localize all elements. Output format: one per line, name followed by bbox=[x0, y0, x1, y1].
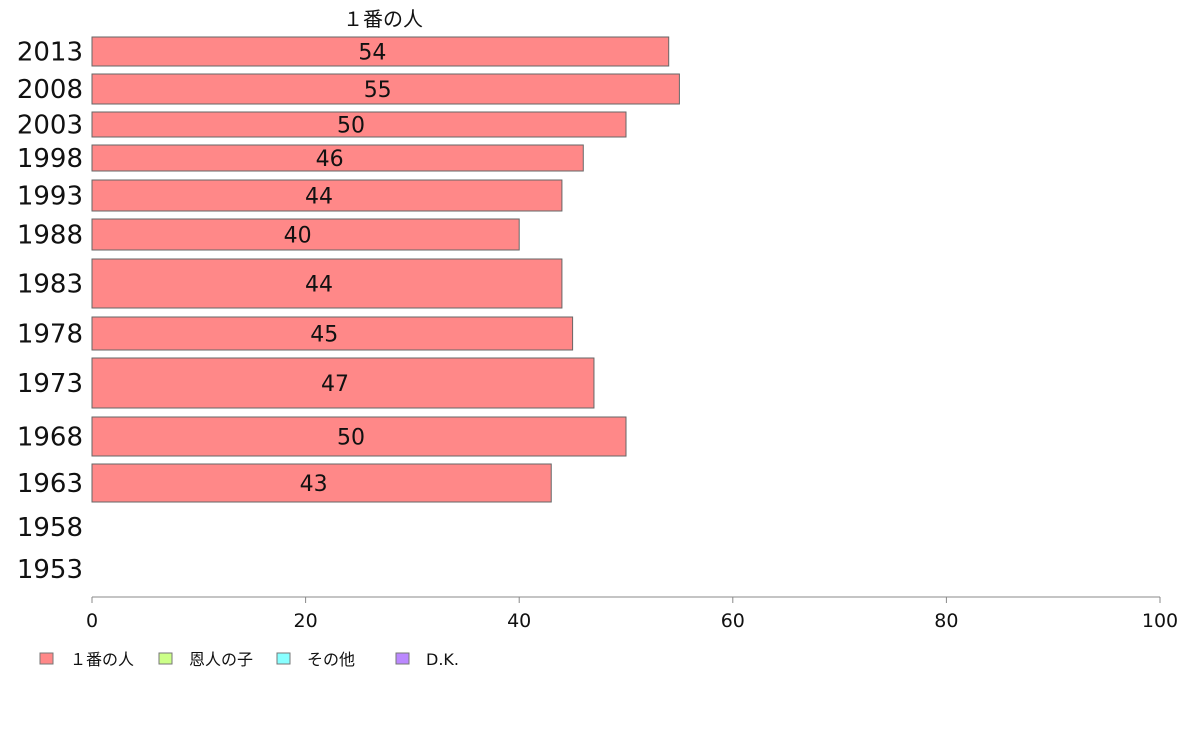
y-tick-label: 2008 bbox=[17, 75, 83, 105]
x-axis: 0 20 40 60 80 100 bbox=[86, 596, 1178, 632]
y-tick-label: 1958 bbox=[17, 513, 83, 543]
bar-2008 bbox=[91, 73, 680, 105]
x-tick-label: 100 bbox=[1142, 610, 1178, 632]
bar-1993 bbox=[91, 179, 563, 212]
y-tick-label: 1988 bbox=[17, 221, 83, 251]
y-tick-label: 1993 bbox=[17, 182, 83, 212]
bar-value-label: 43 bbox=[300, 472, 328, 497]
bar-2013 bbox=[91, 36, 670, 67]
bar-value-label: 50 bbox=[337, 114, 365, 139]
bar-1998 bbox=[91, 144, 584, 172]
y-tick-label: 1968 bbox=[17, 423, 83, 453]
y-tick-label: 1963 bbox=[17, 469, 83, 499]
y-tick-label: 2013 bbox=[17, 38, 83, 68]
legend-label: D.K. bbox=[426, 650, 459, 669]
legend-swatch bbox=[158, 652, 173, 665]
x-tick-label: 80 bbox=[934, 610, 958, 632]
y-tick-label: 1983 bbox=[17, 270, 83, 300]
bar-1978 bbox=[91, 316, 574, 351]
legend-label: 恩人の子 bbox=[189, 650, 253, 669]
chart-title: １番の人 bbox=[343, 7, 423, 31]
legend-label: １番の人 bbox=[70, 650, 134, 669]
bar-value-label: 55 bbox=[364, 78, 392, 103]
bar-value-label: 47 bbox=[321, 372, 349, 397]
x-tick-label: 40 bbox=[507, 610, 531, 632]
x-tick-label: 60 bbox=[721, 610, 745, 632]
bar-value-label: 50 bbox=[337, 426, 365, 451]
bar-1968 bbox=[91, 416, 627, 457]
bar-value-label: 46 bbox=[316, 147, 344, 172]
bar-value-label: 54 bbox=[358, 41, 386, 66]
legend-label: その他 bbox=[307, 650, 355, 669]
bar-value-label: 45 bbox=[310, 323, 338, 348]
y-tick-label: 1973 bbox=[17, 369, 83, 399]
x-tick-label: 0 bbox=[86, 610, 98, 632]
bars-group: 54 55 50 46 44 40 44 45 47 50 43 bbox=[91, 36, 680, 503]
y-tick-label: 1998 bbox=[17, 144, 83, 174]
bar-1973 bbox=[91, 357, 595, 409]
legend-swatch bbox=[395, 652, 410, 665]
bar-2003 bbox=[91, 111, 627, 138]
bar-value-label: 44 bbox=[305, 273, 333, 298]
legend: １番の人 恩人の子 その他 D.K. bbox=[39, 650, 459, 669]
y-tick-label: 1978 bbox=[17, 320, 83, 350]
bar-value-label: 40 bbox=[284, 224, 312, 249]
bar-1983 bbox=[91, 258, 563, 309]
bar-1963 bbox=[91, 463, 552, 503]
legend-swatch bbox=[276, 652, 291, 665]
x-tick-label: 20 bbox=[294, 610, 318, 632]
legend-swatch bbox=[39, 652, 54, 665]
bar-value-label: 44 bbox=[305, 185, 333, 210]
y-tick-label: 2003 bbox=[17, 111, 83, 141]
bar-1988 bbox=[91, 218, 520, 251]
y-tick-label: 1953 bbox=[17, 555, 83, 585]
